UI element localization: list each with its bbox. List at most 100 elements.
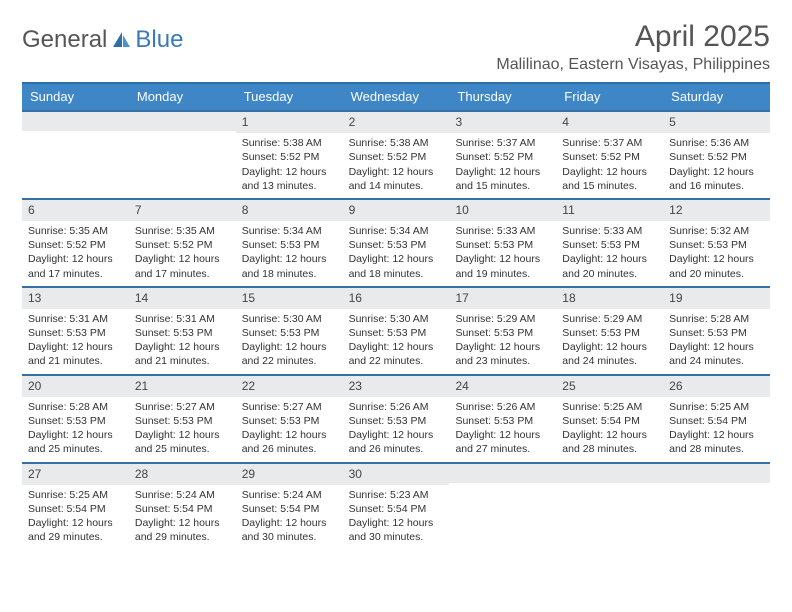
day-cell: 8Sunrise: 5:34 AMSunset: 5:53 PMDaylight… xyxy=(236,200,343,286)
daylight-text: Daylight: 12 hours and 30 minutes. xyxy=(349,516,444,544)
day-cell xyxy=(129,112,236,198)
sunset-text: Sunset: 5:53 PM xyxy=(562,238,657,252)
day-body: Sunrise: 5:30 AMSunset: 5:53 PMDaylight:… xyxy=(343,309,450,374)
sunrise-text: Sunrise: 5:25 AM xyxy=(669,400,764,414)
logo-text-general: General xyxy=(22,26,107,54)
day-cell: 7Sunrise: 5:35 AMSunset: 5:52 PMDaylight… xyxy=(129,200,236,286)
daylight-text: Daylight: 12 hours and 14 minutes. xyxy=(349,165,444,193)
day-number: 20 xyxy=(22,376,129,397)
day-number xyxy=(663,464,770,483)
daylight-text: Daylight: 12 hours and 26 minutes. xyxy=(242,428,337,456)
daylight-text: Daylight: 12 hours and 22 minutes. xyxy=(242,340,337,368)
sunset-text: Sunset: 5:52 PM xyxy=(349,150,444,164)
day-cell: 5Sunrise: 5:36 AMSunset: 5:52 PMDaylight… xyxy=(663,112,770,198)
header: General Blue April 2025 Malilinao, Easte… xyxy=(22,20,770,74)
sunset-text: Sunset: 5:54 PM xyxy=(349,502,444,516)
sunset-text: Sunset: 5:52 PM xyxy=(135,238,230,252)
day-header-row: Sunday Monday Tuesday Wednesday Thursday… xyxy=(22,84,770,110)
day-body: Sunrise: 5:34 AMSunset: 5:53 PMDaylight:… xyxy=(236,221,343,286)
day-cell: 24Sunrise: 5:26 AMSunset: 5:53 PMDayligh… xyxy=(449,376,556,462)
day-body: Sunrise: 5:34 AMSunset: 5:53 PMDaylight:… xyxy=(343,221,450,286)
sunset-text: Sunset: 5:53 PM xyxy=(455,238,550,252)
sunrise-text: Sunrise: 5:30 AM xyxy=(242,312,337,326)
sunrise-text: Sunrise: 5:25 AM xyxy=(28,488,123,502)
day-number: 19 xyxy=(663,288,770,309)
daylight-text: Daylight: 12 hours and 21 minutes. xyxy=(135,340,230,368)
sunrise-text: Sunrise: 5:32 AM xyxy=(669,224,764,238)
day-body: Sunrise: 5:27 AMSunset: 5:53 PMDaylight:… xyxy=(129,397,236,462)
day-number: 12 xyxy=(663,200,770,221)
day-body xyxy=(22,131,129,139)
day-cell xyxy=(663,464,770,550)
day-number: 7 xyxy=(129,200,236,221)
sunrise-text: Sunrise: 5:30 AM xyxy=(349,312,444,326)
day-number: 10 xyxy=(449,200,556,221)
logo-text-blue: Blue xyxy=(135,26,183,54)
dayhead-sun: Sunday xyxy=(22,84,129,110)
day-body: Sunrise: 5:26 AMSunset: 5:53 PMDaylight:… xyxy=(343,397,450,462)
sunrise-text: Sunrise: 5:31 AM xyxy=(135,312,230,326)
day-cell: 16Sunrise: 5:30 AMSunset: 5:53 PMDayligh… xyxy=(343,288,450,374)
week-row: 20Sunrise: 5:28 AMSunset: 5:53 PMDayligh… xyxy=(22,374,770,462)
daylight-text: Daylight: 12 hours and 30 minutes. xyxy=(242,516,337,544)
day-number: 1 xyxy=(236,112,343,133)
sunset-text: Sunset: 5:53 PM xyxy=(28,326,123,340)
day-body: Sunrise: 5:27 AMSunset: 5:53 PMDaylight:… xyxy=(236,397,343,462)
day-cell: 13Sunrise: 5:31 AMSunset: 5:53 PMDayligh… xyxy=(22,288,129,374)
day-number: 22 xyxy=(236,376,343,397)
daylight-text: Daylight: 12 hours and 24 minutes. xyxy=(669,340,764,368)
daylight-text: Daylight: 12 hours and 23 minutes. xyxy=(455,340,550,368)
sunrise-text: Sunrise: 5:26 AM xyxy=(455,400,550,414)
day-body xyxy=(129,131,236,139)
dayhead-fri: Friday xyxy=(556,84,663,110)
logo: General Blue xyxy=(22,20,183,54)
day-cell: 17Sunrise: 5:29 AMSunset: 5:53 PMDayligh… xyxy=(449,288,556,374)
day-body xyxy=(449,483,556,491)
daylight-text: Daylight: 12 hours and 25 minutes. xyxy=(135,428,230,456)
day-cell: 27Sunrise: 5:25 AMSunset: 5:54 PMDayligh… xyxy=(22,464,129,550)
day-cell: 25Sunrise: 5:25 AMSunset: 5:54 PMDayligh… xyxy=(556,376,663,462)
day-number: 18 xyxy=(556,288,663,309)
sunset-text: Sunset: 5:52 PM xyxy=(455,150,550,164)
day-body: Sunrise: 5:24 AMSunset: 5:54 PMDaylight:… xyxy=(129,485,236,550)
sunset-text: Sunset: 5:53 PM xyxy=(349,414,444,428)
day-number: 25 xyxy=(556,376,663,397)
daylight-text: Daylight: 12 hours and 13 minutes. xyxy=(242,165,337,193)
day-number xyxy=(22,112,129,131)
day-number: 9 xyxy=(343,200,450,221)
sunrise-text: Sunrise: 5:29 AM xyxy=(455,312,550,326)
day-body: Sunrise: 5:28 AMSunset: 5:53 PMDaylight:… xyxy=(663,309,770,374)
sunset-text: Sunset: 5:53 PM xyxy=(242,326,337,340)
day-cell: 1Sunrise: 5:38 AMSunset: 5:52 PMDaylight… xyxy=(236,112,343,198)
day-body: Sunrise: 5:31 AMSunset: 5:53 PMDaylight:… xyxy=(22,309,129,374)
day-number: 5 xyxy=(663,112,770,133)
day-body: Sunrise: 5:38 AMSunset: 5:52 PMDaylight:… xyxy=(343,133,450,198)
day-number: 17 xyxy=(449,288,556,309)
dayhead-wed: Wednesday xyxy=(343,84,450,110)
sunset-text: Sunset: 5:53 PM xyxy=(242,238,337,252)
day-body: Sunrise: 5:38 AMSunset: 5:52 PMDaylight:… xyxy=(236,133,343,198)
day-cell: 15Sunrise: 5:30 AMSunset: 5:53 PMDayligh… xyxy=(236,288,343,374)
day-number: 27 xyxy=(22,464,129,485)
sunrise-text: Sunrise: 5:24 AM xyxy=(242,488,337,502)
day-body: Sunrise: 5:37 AMSunset: 5:52 PMDaylight:… xyxy=(449,133,556,198)
sunset-text: Sunset: 5:52 PM xyxy=(28,238,123,252)
day-number: 30 xyxy=(343,464,450,485)
sunrise-text: Sunrise: 5:33 AM xyxy=(562,224,657,238)
sunset-text: Sunset: 5:53 PM xyxy=(242,414,337,428)
day-cell: 26Sunrise: 5:25 AMSunset: 5:54 PMDayligh… xyxy=(663,376,770,462)
location-text: Malilinao, Eastern Visayas, Philippines xyxy=(496,56,770,74)
dayhead-tue: Tuesday xyxy=(236,84,343,110)
daylight-text: Daylight: 12 hours and 24 minutes. xyxy=(562,340,657,368)
day-number: 26 xyxy=(663,376,770,397)
sunrise-text: Sunrise: 5:26 AM xyxy=(349,400,444,414)
day-cell: 10Sunrise: 5:33 AMSunset: 5:53 PMDayligh… xyxy=(449,200,556,286)
day-cell xyxy=(449,464,556,550)
sunset-text: Sunset: 5:52 PM xyxy=(669,150,764,164)
day-body: Sunrise: 5:25 AMSunset: 5:54 PMDaylight:… xyxy=(663,397,770,462)
day-number: 29 xyxy=(236,464,343,485)
sail-icon xyxy=(110,30,132,50)
day-cell: 2Sunrise: 5:38 AMSunset: 5:52 PMDaylight… xyxy=(343,112,450,198)
day-number: 13 xyxy=(22,288,129,309)
daylight-text: Daylight: 12 hours and 17 minutes. xyxy=(28,252,123,280)
